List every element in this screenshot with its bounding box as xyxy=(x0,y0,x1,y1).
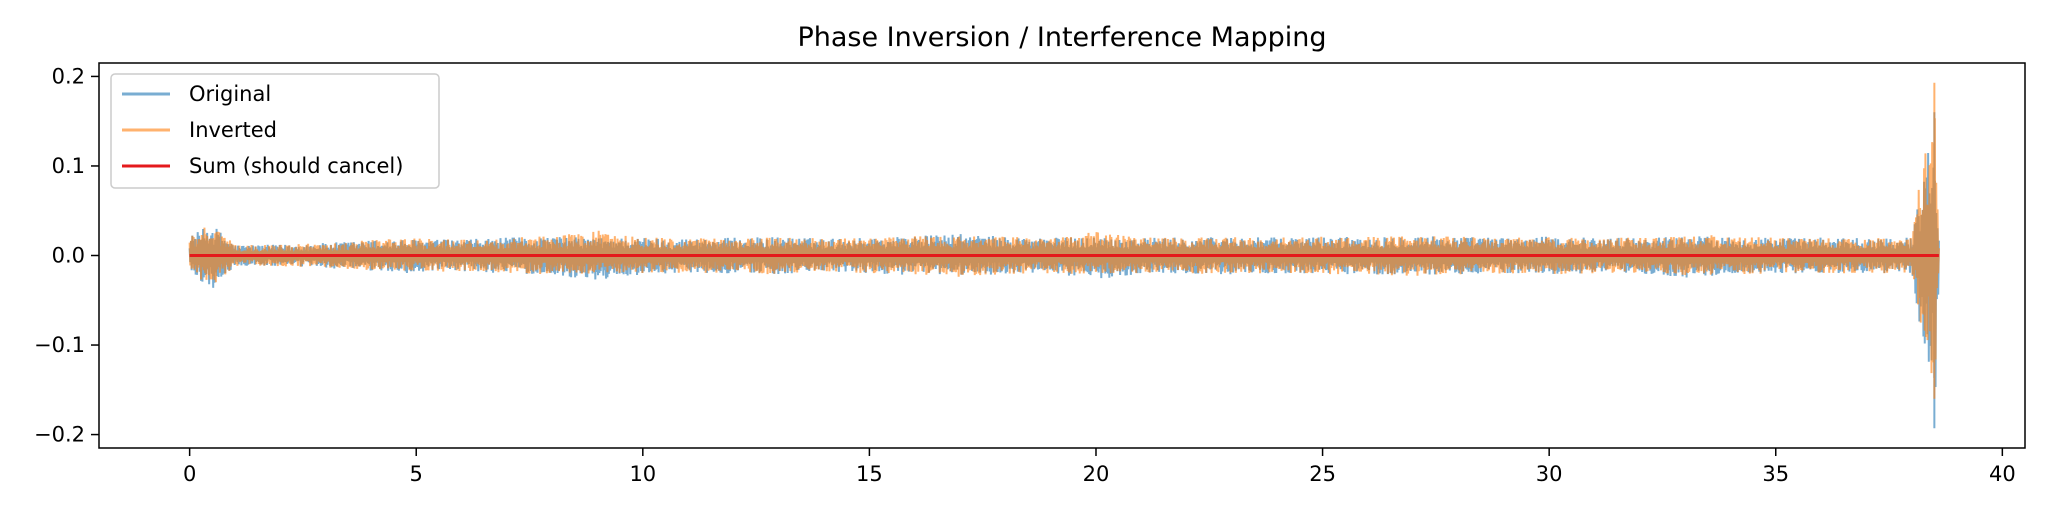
y-tick-label: 0.1 xyxy=(52,154,85,178)
x-tick-label: 25 xyxy=(1309,462,1336,486)
legend-label-sum: Sum (should cancel) xyxy=(189,154,403,178)
series-inverted-line xyxy=(188,82,1940,399)
x-tick-label: 5 xyxy=(410,462,423,486)
y-tick-label: −0.1 xyxy=(34,333,85,357)
x-tick-label: 15 xyxy=(856,462,883,486)
y-tick-label: 0.0 xyxy=(52,244,85,268)
x-tick-label: 30 xyxy=(1536,462,1563,486)
series-layer xyxy=(188,82,1940,429)
legend-label-original: Original xyxy=(189,82,271,106)
legend-label-inverted: Inverted xyxy=(189,118,277,142)
plot-area: 0 5 10 15 20 25 30 35 40 0.2 0.1 0.0 −0.1 −0.2 xyxy=(34,62,2026,486)
legend-box xyxy=(110,73,440,189)
x-tick-label: 35 xyxy=(1762,462,1789,486)
legend: Original Inverted Sum (should cancel) xyxy=(110,73,440,189)
x-tick-label: 10 xyxy=(629,462,656,486)
y-tick-label: 0.2 xyxy=(52,64,85,88)
x-tick-label: 40 xyxy=(1989,462,2016,486)
chart-title: Phase Inversion / Interference Mapping xyxy=(797,22,1326,53)
x-axis: 0 5 10 15 20 25 30 35 40 xyxy=(183,448,2016,486)
y-axis: 0.2 0.1 0.0 −0.1 −0.2 xyxy=(34,64,99,447)
y-tick-label: −0.2 xyxy=(34,423,85,447)
x-tick-label: 20 xyxy=(1083,462,1110,486)
x-tick-label: 0 xyxy=(183,462,196,486)
